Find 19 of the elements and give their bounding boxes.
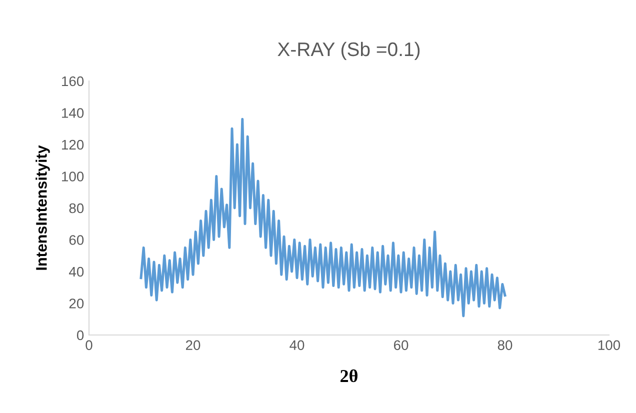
x-axis-title: 2θ	[340, 369, 358, 382]
y-axis-title: IntensIntensityity	[36, 145, 50, 270]
x-tick-label: 60	[394, 340, 408, 350]
y-tick-label: 100	[62, 172, 84, 182]
y-tick-label: 60	[69, 235, 84, 245]
x-tick-label: 40	[290, 340, 304, 350]
y-tick-label: 80	[69, 203, 84, 214]
x-tick-label: 0	[86, 340, 92, 350]
line-series	[140, 118, 506, 318]
y-tick-label: 140	[62, 108, 84, 118]
chart-title: X-RAY (Sb =0.1)	[278, 42, 420, 60]
x-tick-label: 100	[598, 340, 620, 350]
y-tick-label: 120	[62, 140, 84, 150]
y-tick-label: 160	[62, 76, 84, 86]
y-tick-label: 0	[76, 330, 84, 340]
x-tick-label: 80	[498, 340, 512, 350]
y-tick-label: 20	[69, 298, 84, 308]
y-tick-label: 40	[69, 266, 84, 277]
x-tick-label: 20	[186, 340, 200, 350]
